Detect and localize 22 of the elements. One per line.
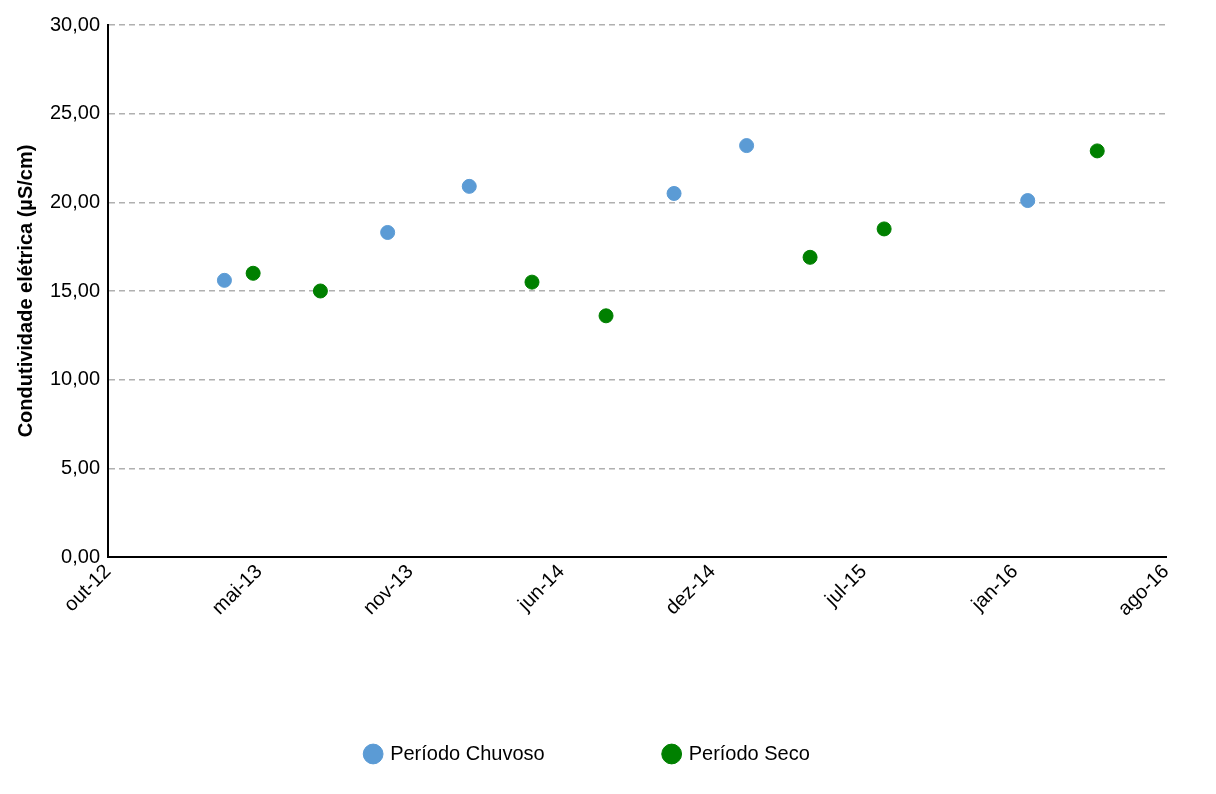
y-tick-label: 5,00 (61, 455, 101, 478)
point (524, 274, 540, 290)
point (876, 221, 892, 237)
point (802, 249, 818, 265)
point (380, 224, 396, 240)
point (461, 178, 477, 194)
y-tick-label: 20,00 (49, 189, 101, 212)
y-tick-label: 25,00 (49, 101, 101, 124)
point (598, 308, 614, 324)
point (312, 283, 328, 299)
point (1089, 143, 1105, 159)
y-tick-label: 15,00 (49, 278, 101, 301)
point (245, 265, 261, 281)
point (739, 138, 755, 154)
y-tick-label: 30,00 (49, 12, 101, 35)
point (216, 272, 232, 288)
point (1020, 193, 1036, 209)
legend-label: Período Seco (688, 741, 810, 764)
point (666, 185, 682, 201)
y-tick-label: 10,00 (49, 367, 101, 390)
legend-label: Período Chuvoso (390, 741, 545, 764)
y-axis-title: Condutividade elétrica (µS/cm) (13, 144, 36, 438)
